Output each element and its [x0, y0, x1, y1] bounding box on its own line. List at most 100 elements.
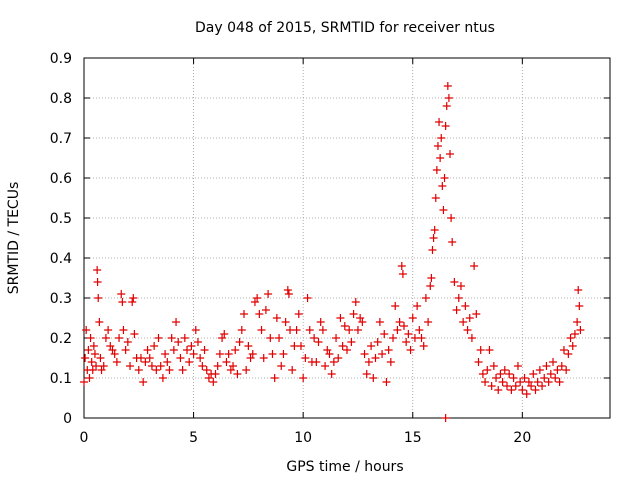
data-point	[520, 374, 529, 382]
data-point	[264, 290, 273, 298]
data-point	[535, 366, 544, 374]
data-point	[130, 330, 139, 338]
y-tick-label: 0.1	[50, 371, 72, 387]
data-point	[332, 334, 341, 342]
data-point	[119, 326, 128, 334]
data-point	[436, 154, 445, 162]
data-point	[441, 414, 450, 422]
data-point	[441, 122, 450, 130]
data-point	[198, 362, 207, 370]
data-point	[272, 314, 281, 322]
data-point	[154, 334, 163, 342]
data-point	[343, 346, 351, 354]
data-point	[82, 326, 91, 334]
data-point	[185, 358, 194, 366]
data-point	[310, 334, 319, 342]
data-point	[158, 374, 167, 382]
data-point	[88, 366, 97, 374]
data-point	[329, 358, 338, 366]
data-point	[90, 350, 99, 358]
data-point	[559, 346, 568, 354]
data-point	[250, 298, 259, 306]
data-point	[253, 294, 262, 302]
data-point	[397, 262, 406, 270]
data-point	[233, 370, 242, 378]
data-point	[292, 326, 301, 334]
data-point	[318, 326, 327, 334]
data-point	[573, 318, 582, 326]
data-point	[80, 378, 88, 386]
data-point	[163, 358, 172, 366]
data-point	[178, 366, 187, 374]
data-point	[89, 342, 98, 350]
data-point	[147, 362, 156, 370]
data-point	[136, 354, 145, 362]
data-point	[266, 334, 275, 342]
data-point	[398, 270, 407, 278]
data-point	[129, 294, 138, 302]
data-point	[189, 350, 198, 358]
data-point	[564, 350, 573, 358]
data-point	[231, 346, 240, 354]
data-point	[275, 334, 284, 342]
x-tick-label: 15	[404, 430, 422, 446]
data-point	[544, 378, 553, 386]
data-point	[84, 346, 93, 354]
data-point	[502, 382, 511, 390]
data-point	[511, 382, 520, 390]
y-tick-label: 0.9	[50, 51, 72, 67]
y-tick-label: 0.3	[50, 291, 72, 307]
y-tick-label: 0.7	[50, 131, 72, 147]
data-point	[467, 334, 476, 342]
data-point	[369, 374, 378, 382]
data-point	[128, 298, 137, 306]
data-point	[570, 330, 579, 338]
data-point	[224, 350, 233, 358]
data-point	[347, 338, 356, 346]
data-point	[338, 342, 347, 350]
data-point	[279, 350, 288, 358]
data-point	[161, 350, 170, 358]
data-point	[576, 326, 585, 334]
data-point	[481, 378, 490, 386]
data-point	[95, 318, 104, 326]
data-point	[209, 378, 218, 386]
data-point	[393, 326, 402, 334]
data-point	[421, 294, 430, 302]
data-point	[270, 374, 279, 382]
data-point	[244, 342, 253, 350]
data-point	[323, 346, 332, 354]
data-point	[117, 290, 126, 298]
data-point	[492, 374, 501, 382]
data-point	[336, 314, 345, 322]
data-point	[152, 366, 161, 374]
data-point	[104, 326, 113, 334]
data-point	[476, 346, 485, 354]
data-points	[80, 82, 585, 422]
data-point	[239, 310, 248, 318]
data-point	[349, 310, 358, 318]
data-point	[382, 378, 391, 386]
data-point	[303, 294, 312, 302]
y-tick-label: 0.2	[50, 331, 72, 347]
data-point	[516, 378, 525, 386]
data-point	[126, 362, 135, 370]
data-point	[496, 370, 505, 378]
data-point	[121, 346, 130, 354]
data-point	[454, 294, 463, 302]
data-point	[399, 322, 408, 330]
data-point	[296, 342, 305, 350]
data-point	[456, 282, 465, 290]
data-point	[380, 330, 389, 338]
data-point	[358, 318, 367, 326]
data-point	[395, 318, 404, 326]
data-point	[93, 266, 102, 274]
data-point	[218, 334, 227, 342]
x-tick-label: 0	[80, 430, 89, 446]
data-point	[419, 342, 428, 350]
data-point	[389, 334, 398, 342]
data-point	[169, 346, 178, 354]
data-point	[447, 214, 456, 222]
data-point	[553, 366, 562, 374]
